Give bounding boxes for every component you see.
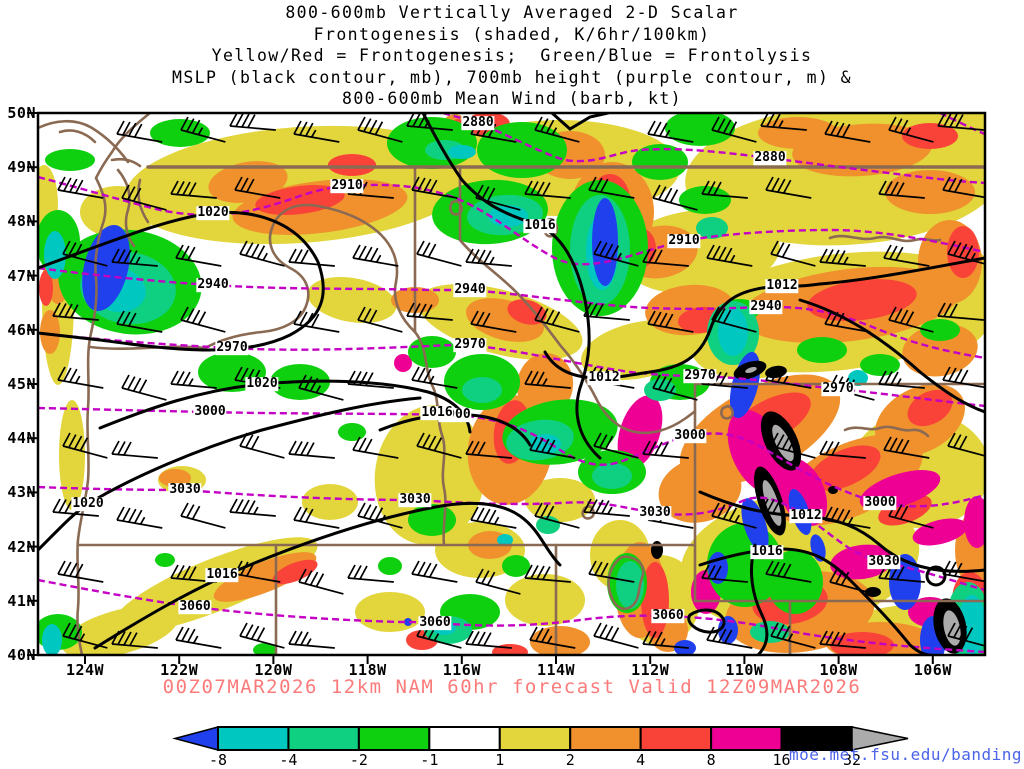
lon-label-116W: 116W [442,661,481,679]
height-contour-label: 2970 [453,337,487,353]
lat-label-41N: 41N [7,591,36,610]
title-line-3: Yellow/Red = Frontogenesis; Green/Blue =… [211,46,813,65]
title-line-2: Frontogenesis (shaded, K/6hr/100km) [313,24,711,44]
colorbar [172,726,909,751]
mslp-contour-label: 1016 [523,218,557,234]
height-contour-label: 3060 [418,615,452,631]
height-contour-label: 2910 [667,233,701,249]
lat-label-50N: 50N [7,104,36,122]
height-contour-label: 3030 [168,482,202,498]
height-contour-label: 3000 [673,428,707,444]
height-contour-label: 2970 [683,368,717,384]
lat-label-40N: 40N [7,646,36,664]
colorbar-value-2: 2 [565,751,575,769]
mslp-contour-label: 1016 [205,567,239,583]
colorbar-value--1: -1 [420,751,439,769]
colorbar-value-1: 1 [495,751,505,769]
height-contour-label: 2970 [821,381,855,397]
lon-label-114W: 114W [536,661,576,679]
lon-label-108W: 108W [819,661,858,679]
mslp-contour-label: 1012 [789,508,823,524]
lat-label-44N: 44N [7,429,36,448]
height-contour-label: 3060 [178,599,212,615]
lat-label-49N: 49N [7,158,36,177]
lat-label-48N: 48N [7,212,36,231]
forecast-caption: 00Z07MAR2026 12km NAM 60hr forecast Vali… [162,676,862,698]
colorbar-value--8: -8 [208,751,228,769]
title-line-1: 800-600mb Vertically Averaged 2-D Scalar [285,3,739,22]
lon-label-120W: 120W [254,661,293,679]
colorbar-value--4: -4 [279,751,298,769]
height-contour-label: 3030 [398,492,432,508]
lon-label-106W: 106W [913,661,952,679]
colorbar-value-32: 32 [842,751,862,769]
title-line-5: 800-600mb Mean Wind (barb, kt) [341,89,682,108]
height-contour-label: 3000 [863,495,897,511]
lon-label-118W: 118W [348,661,387,679]
height-contour-label: 3000 [193,404,227,420]
lon-label-112W: 112W [631,661,670,679]
height-contour-label: 3030 [867,554,901,570]
mslp-contour-label: 1020 [71,496,105,512]
height-contour-label: 3060 [651,608,685,624]
height-contour-label: 2880 [461,115,495,131]
mslp-contour-label: 1020 [196,205,230,221]
height-contour-label: 2940 [196,277,230,293]
mslp-contour-label: 1012 [765,278,799,294]
height-contour-label: 3030 [638,505,672,521]
height-contour-label: 2940 [453,282,487,298]
lat-label-47N: 47N [7,266,36,285]
lon-label-124W: 124W [65,661,105,679]
height-contour-label: 2970 [215,340,249,356]
colorbar-value-16: 16 [772,751,791,769]
mslp-contour-label: 1016 [750,544,784,560]
mslp-contour-label: 1020 [245,376,279,392]
lat-label-43N: 43N [7,483,36,502]
lon-label-122W: 122W [160,661,199,679]
watermark-url[interactable]: moe.met.fsu.edu/banding [789,745,1023,764]
lat-label-46N: 46N [7,320,36,339]
mslp-contour-label: 1016 [420,405,454,421]
colorbar-value--2: -2 [349,751,368,769]
lat-label-42N: 42N [7,537,36,556]
title-line-4: MSLP (black contour, mb), 700mb height (… [171,67,853,87]
height-contour-label: 2880 [753,150,787,166]
lon-label-110W: 110W [725,661,764,679]
lat-label-45N: 45N [7,375,36,393]
mslp-contour-label: 1012 [587,370,621,386]
chart-title: 800-600mb Vertically Averaged 2-D Scalar… [0,2,1024,110]
colorbar-value-4: 4 [636,751,646,769]
height-contour-label: 2940 [749,299,783,315]
height-contour-label: 2910 [330,178,364,194]
map-shading-and-contours [38,113,985,655]
colorbar-value-8: 8 [706,751,716,769]
axis-ticks [27,112,934,664]
